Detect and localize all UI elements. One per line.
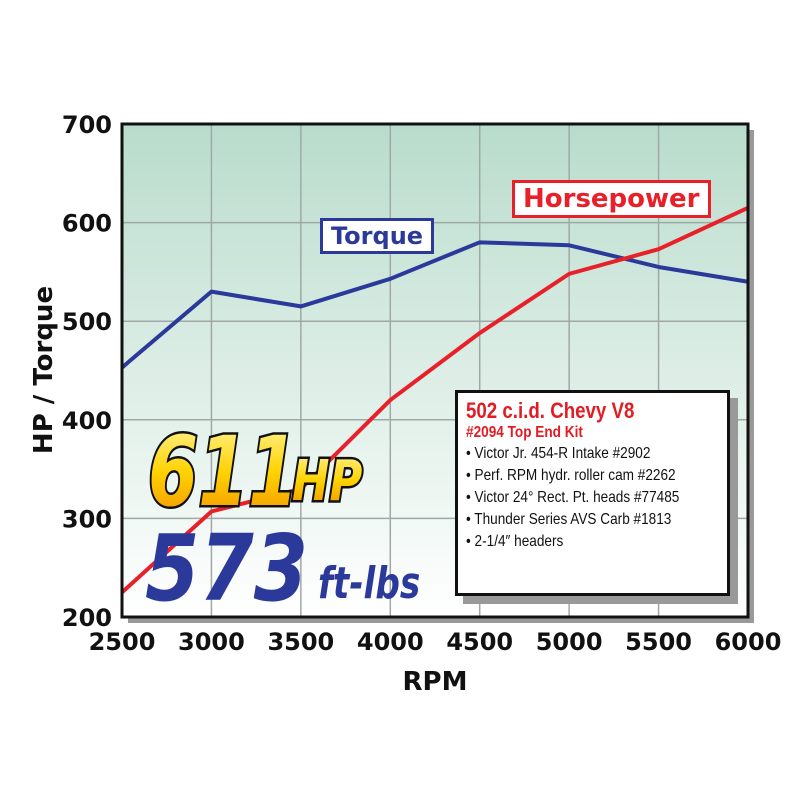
- torque-line: [120, 240, 749, 370]
- y-axis-label: HP / Torque: [29, 286, 59, 454]
- hp-value: 611: [148, 417, 298, 529]
- engine-title: 502 c.i.d. Chevy V8: [466, 398, 635, 423]
- torque-unit: ft-lbs: [318, 558, 420, 609]
- legend-horsepower: Horsepower: [512, 180, 711, 218]
- x-tick-label: 2500: [89, 628, 156, 656]
- x-tick-label: 4000: [357, 628, 424, 656]
- list-item: • Thunder Series AVS Carb #1813: [466, 511, 672, 528]
- hp-headline: 611 HP: [146, 415, 365, 531]
- legend-torque: Torque: [320, 218, 435, 254]
- x-tick-label: 4500: [446, 628, 513, 656]
- plot-border: [120, 122, 750, 619]
- list-item: • Victor Jr. 454-R Intake #2902: [466, 445, 651, 462]
- y-tick-label: 200: [62, 604, 112, 632]
- kit-subtitle: #2094 Top End Kit: [466, 424, 583, 441]
- y-tick-label: 300: [62, 505, 112, 533]
- engine-info-box: 502 c.i.d. Chevy V8 #2094 Top End Kit • …: [455, 390, 730, 596]
- list-item: • Victor 24° Rect. Pt. heads #77485: [466, 489, 680, 506]
- y-tick-label: 600: [62, 210, 112, 238]
- horsepower-line: [120, 205, 749, 594]
- x-tick-label: 3000: [178, 628, 245, 656]
- hp-unit: HP: [292, 448, 362, 513]
- x-tick-label: 6000: [715, 628, 782, 656]
- x-tick-label: 5500: [625, 628, 692, 656]
- y-tick-label: 400: [62, 407, 112, 435]
- list-item: • 2-1/4″ headers: [466, 533, 564, 550]
- y-tick-label: 700: [62, 111, 112, 139]
- x-tick-label: 5000: [536, 628, 603, 656]
- torque-value: 573: [145, 516, 308, 623]
- x-axis-label: RPM: [403, 667, 468, 697]
- list-item: • Perf. RPM hydr. roller cam #2262: [466, 467, 676, 484]
- y-tick-label: 500: [62, 308, 112, 336]
- x-tick-label: 3500: [267, 628, 334, 656]
